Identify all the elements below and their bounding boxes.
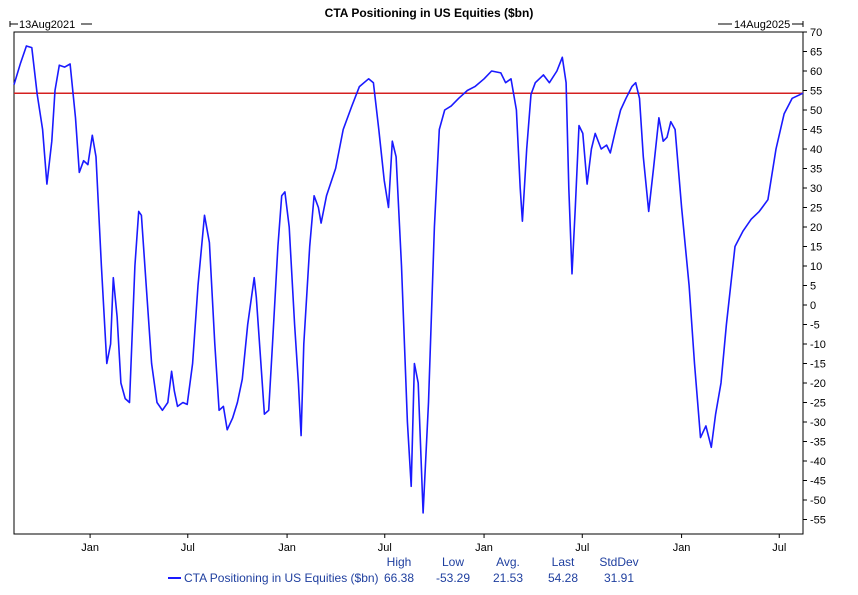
y-tick-label: -35 <box>810 437 826 449</box>
legend-stat-header: Avg. <box>496 555 520 569</box>
y-tick-label: 45 <box>810 125 822 137</box>
start-date-label: 13Aug2021 <box>19 19 75 31</box>
legend-stat-value: 66.38 <box>384 571 414 585</box>
x-tick-label: Jul <box>575 542 589 554</box>
y-tick-label: 60 <box>810 66 822 78</box>
x-tick-label: Jul <box>181 542 195 554</box>
y-tick-label: 25 <box>810 203 822 215</box>
y-tick-label: -30 <box>810 417 826 429</box>
legend-stat-value: 31.91 <box>604 571 634 585</box>
y-tick-label: 10 <box>810 261 822 273</box>
y-tick-label: -5 <box>810 320 820 332</box>
x-tick-label: Jan <box>475 542 493 554</box>
legend-stats: High 66.38 Low -53.29 Avg. 21.53 Last 54.28 StdD… <box>384 555 639 585</box>
x-tick-label: Jul <box>378 542 392 554</box>
y-tick-label: 20 <box>810 222 822 234</box>
y-tick-label: 40 <box>810 144 822 156</box>
y-tick-label: 55 <box>810 86 822 98</box>
legend-stat-header: StdDev <box>599 555 638 569</box>
legend-stat-header: Low <box>442 555 464 569</box>
y-tick-label: -40 <box>810 456 826 468</box>
y-tick-label: 0 <box>810 300 816 312</box>
y-tick-label: -25 <box>810 398 826 410</box>
y-tick-label: 5 <box>810 281 816 293</box>
y-axis: 7065605550454035302520151050-5-10-15-20-… <box>803 27 826 527</box>
y-tick-label: 30 <box>810 183 822 195</box>
x-tick-label: Jul <box>772 542 786 554</box>
x-axis: Jan Jul Jan Jul Jan Jul Jan Jul <box>81 534 786 554</box>
legend-stat-header: Last <box>552 555 575 569</box>
y-tick-label: -50 <box>810 495 826 507</box>
y-tick-label: 50 <box>810 105 822 117</box>
x-tick-label: Jan <box>81 542 99 554</box>
y-tick-label: -20 <box>810 378 826 390</box>
y-tick-label: 15 <box>810 242 822 254</box>
y-tick-label: 70 <box>810 27 822 39</box>
x-tick-label: Jan <box>278 542 296 554</box>
y-tick-label: 65 <box>810 47 822 59</box>
chart-title: CTA Positioning in US Equities ($bn) <box>325 6 534 20</box>
legend-stat-value: -53.29 <box>436 571 470 585</box>
x-tick-label: Jan <box>673 542 691 554</box>
series-line <box>13 45 804 514</box>
series-layer <box>13 45 804 514</box>
legend: CTA Positioning in US Equities ($bn) Hig… <box>168 555 639 585</box>
end-date-label: 14Aug2025 <box>734 19 790 31</box>
y-tick-label: -55 <box>810 515 826 527</box>
legend-stat-value: 21.53 <box>493 571 523 585</box>
y-tick-label: -10 <box>810 339 826 351</box>
y-tick-label: -45 <box>810 476 826 488</box>
legend-label: CTA Positioning in US Equities ($bn) <box>184 571 379 585</box>
y-tick-label: -15 <box>810 359 826 371</box>
legend-stat-value: 54.28 <box>548 571 578 585</box>
legend-stat-header: High <box>387 555 412 569</box>
plot-frame <box>13 31 804 535</box>
y-tick-label: 35 <box>810 164 822 176</box>
